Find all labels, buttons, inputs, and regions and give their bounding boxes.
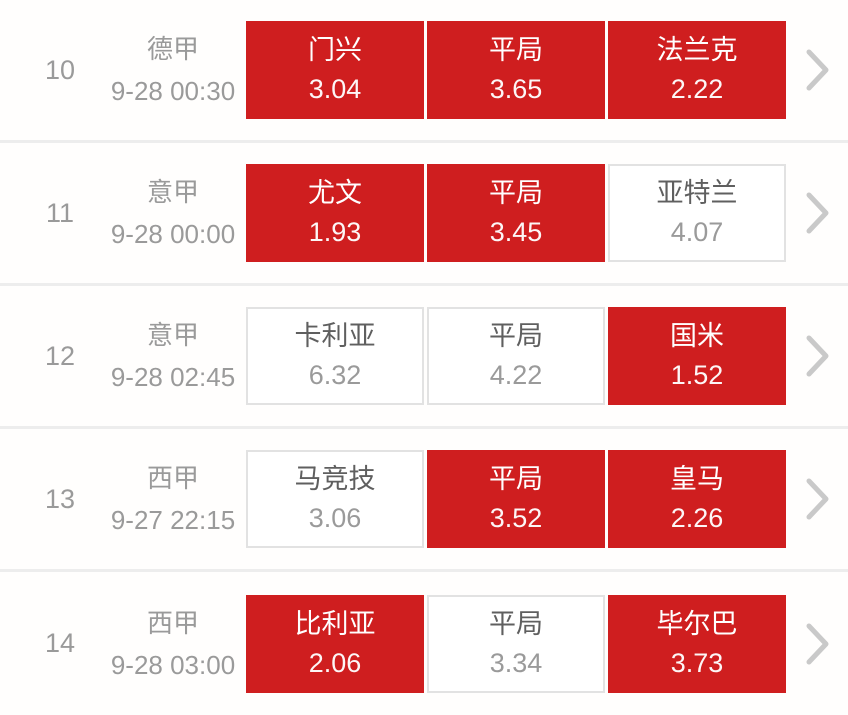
- odds-button[interactable]: 平局 3.65: [427, 21, 605, 119]
- odds-value: 3.04: [308, 74, 362, 104]
- team-label: 卡利亚: [294, 321, 376, 351]
- odds-button[interactable]: 皇马 2.26: [608, 450, 786, 548]
- match-number: 11: [45, 197, 75, 228]
- odds-button[interactable]: 尤文 1.93: [246, 164, 424, 262]
- odds-value: 1.52: [670, 360, 724, 390]
- team-label: 平局: [489, 321, 543, 351]
- team-label: 法兰克: [656, 35, 738, 65]
- odds-value: 3.45: [489, 217, 543, 247]
- league-label: 西甲: [146, 463, 199, 493]
- odds-options: 尤文 1.93 平局 3.45 亚特兰 4.07: [246, 164, 786, 262]
- team-label: 门兴: [308, 35, 362, 65]
- match-number: 13: [44, 483, 76, 514]
- match-info: 西甲 9-27 22:15: [102, 465, 244, 533]
- odds-value: 1.93: [308, 217, 362, 247]
- match-row: 14 西甲 9-28 03:00 比利亚 2.06 平局 3.34 毕尔巴 3.…: [0, 572, 848, 715]
- chevron-right-icon[interactable]: [786, 331, 848, 381]
- team-label: 毕尔巴: [656, 608, 738, 639]
- match-number: 10: [44, 54, 76, 85]
- team-label: 国米: [670, 321, 724, 351]
- league-label: 意甲: [146, 177, 199, 207]
- odds-button[interactable]: 门兴 3.04: [246, 21, 424, 119]
- odds-value: 3.34: [489, 647, 543, 678]
- odds-button[interactable]: 卡利亚 6.32: [246, 307, 424, 405]
- match-row: 11 意甲 9-28 00:00 尤文 1.93 平局 3.45 亚特兰 4.0…: [0, 143, 848, 286]
- odds-button[interactable]: 毕尔巴 3.73: [608, 594, 786, 693]
- match-time: 9-28 02:45: [110, 362, 236, 392]
- odds-value: 2.26: [670, 503, 724, 533]
- match-time: 9-28 00:00: [110, 219, 236, 249]
- league-label: 意甲: [146, 320, 199, 350]
- team-label: 马竞技: [294, 464, 376, 494]
- odds-button[interactable]: 平局 3.52: [427, 450, 605, 548]
- match-time: 9-27 22:15: [110, 505, 236, 535]
- odds-value: 2.06: [308, 647, 362, 678]
- odds-options: 比利亚 2.06 平局 3.34 毕尔巴 3.73: [246, 594, 786, 693]
- odds-button[interactable]: 平局 3.45: [427, 164, 605, 262]
- match-info: 西甲 9-28 03:00: [102, 610, 244, 678]
- team-label: 平局: [489, 178, 543, 208]
- team-label: 亚特兰: [656, 178, 738, 208]
- odds-value: 3.65: [489, 74, 543, 104]
- betting-match-list: 10 德甲 9-28 00:30 门兴 3.04 平局 3.65 法兰克 2.2…: [0, 0, 848, 693]
- odds-value: 6.32: [308, 360, 362, 390]
- team-label: 平局: [489, 608, 543, 639]
- team-label: 皇马: [670, 464, 724, 494]
- odds-button[interactable]: 法兰克 2.22: [608, 21, 786, 119]
- odds-options: 门兴 3.04 平局 3.65 法兰克 2.22: [246, 21, 786, 119]
- odds-button[interactable]: 马竞技 3.06: [246, 450, 424, 548]
- team-label: 比利亚: [294, 608, 376, 639]
- odds-button[interactable]: 平局 4.22: [427, 307, 605, 405]
- league-label: 德甲: [146, 34, 199, 64]
- odds-value: 4.22: [489, 360, 543, 390]
- odds-button[interactable]: 亚特兰 4.07: [608, 164, 786, 262]
- odds-value: 4.07: [670, 217, 724, 247]
- league-label: 西甲: [146, 607, 199, 638]
- match-row: 13 西甲 9-27 22:15 马竞技 3.06 平局 3.52 皇马 2.2…: [0, 429, 848, 572]
- chevron-right-icon[interactable]: [786, 474, 848, 524]
- match-number: 12: [44, 340, 76, 371]
- chevron-right-icon[interactable]: [786, 45, 848, 95]
- team-label: 尤文: [308, 178, 362, 208]
- team-label: 平局: [489, 464, 543, 494]
- odds-value: 2.22: [670, 74, 724, 104]
- match-number: 14: [44, 628, 76, 658]
- chevron-right-icon[interactable]: [786, 188, 848, 238]
- odds-value: 3.73: [670, 647, 724, 678]
- odds-button[interactable]: 国米 1.52: [608, 307, 786, 405]
- match-time: 9-28 00:30: [110, 76, 236, 106]
- match-info: 德甲 9-28 00:30: [102, 36, 244, 104]
- odds-value: 3.06: [308, 503, 362, 533]
- odds-options: 卡利亚 6.32 平局 4.22 国米 1.52: [246, 307, 786, 405]
- odds-button[interactable]: 比利亚 2.06: [246, 594, 424, 693]
- team-label: 平局: [489, 35, 543, 65]
- odds-value: 3.52: [489, 503, 543, 533]
- chevron-right-icon[interactable]: [786, 619, 848, 669]
- match-info: 意甲 9-28 02:45: [102, 322, 244, 390]
- match-row: 10 德甲 9-28 00:30 门兴 3.04 平局 3.65 法兰克 2.2…: [0, 0, 848, 143]
- odds-options: 马竞技 3.06 平局 3.52 皇马 2.26: [246, 450, 786, 548]
- odds-button[interactable]: 平局 3.34: [427, 594, 605, 693]
- match-time: 9-28 03:00: [110, 649, 236, 680]
- match-row: 12 意甲 9-28 02:45 卡利亚 6.32 平局 4.22 国米 1.5…: [0, 286, 848, 429]
- match-info: 意甲 9-28 00:00: [102, 179, 244, 247]
